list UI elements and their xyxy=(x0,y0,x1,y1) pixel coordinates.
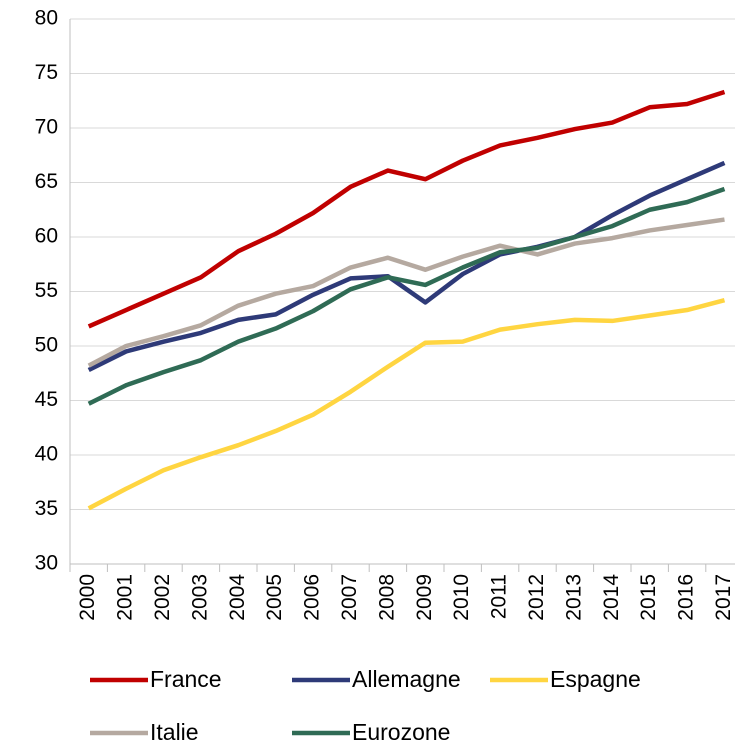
x-tick-label: 2004 xyxy=(226,574,249,621)
x-tick-label: 2017 xyxy=(712,574,735,621)
series-line xyxy=(87,89,726,329)
y-tick-label: 35 xyxy=(35,497,58,520)
y-tick-label: 60 xyxy=(35,225,58,248)
x-tick-label: 2015 xyxy=(637,574,660,621)
y-tick-label: 70 xyxy=(35,116,58,139)
series-line xyxy=(87,298,726,511)
x-tick-label: 2005 xyxy=(263,574,286,621)
y-tick-label: 65 xyxy=(35,170,58,193)
y-tick-label: 50 xyxy=(35,334,58,357)
legend-label: France xyxy=(150,666,222,692)
x-tick-label: 2000 xyxy=(76,574,99,621)
y-tick-label: 40 xyxy=(35,443,58,466)
x-tick-label: 2014 xyxy=(600,574,623,621)
x-tick-label: 2003 xyxy=(188,574,211,621)
y-tick-label: 55 xyxy=(35,279,58,302)
legend-label: Espagne xyxy=(550,666,641,692)
x-tick-label: 2009 xyxy=(413,574,436,621)
x-tick-label: 2007 xyxy=(338,574,361,621)
x-tick-label: 2010 xyxy=(450,574,473,621)
x-tick-label: 2011 xyxy=(488,574,511,619)
x-tick-label: 2012 xyxy=(525,574,548,621)
y-tick-label: 75 xyxy=(35,61,58,84)
x-tick-label: 2013 xyxy=(562,574,585,621)
legend-label: Eurozone xyxy=(352,719,450,745)
series-line xyxy=(87,217,725,368)
y-tick-label: 30 xyxy=(35,552,58,575)
x-tick-label: 2008 xyxy=(375,574,398,621)
x-tick-label: 2001 xyxy=(114,574,137,621)
x-tick-label: 2016 xyxy=(675,574,698,621)
series-line xyxy=(87,160,726,372)
legend-label: Italie xyxy=(150,719,199,745)
y-tick-label: 80 xyxy=(35,7,58,30)
legend-label: Allemagne xyxy=(352,666,461,692)
x-tick-label: 2006 xyxy=(301,574,324,621)
series-line xyxy=(87,186,726,406)
y-tick-label: 45 xyxy=(35,388,58,411)
x-tick-label: 2002 xyxy=(151,574,174,621)
